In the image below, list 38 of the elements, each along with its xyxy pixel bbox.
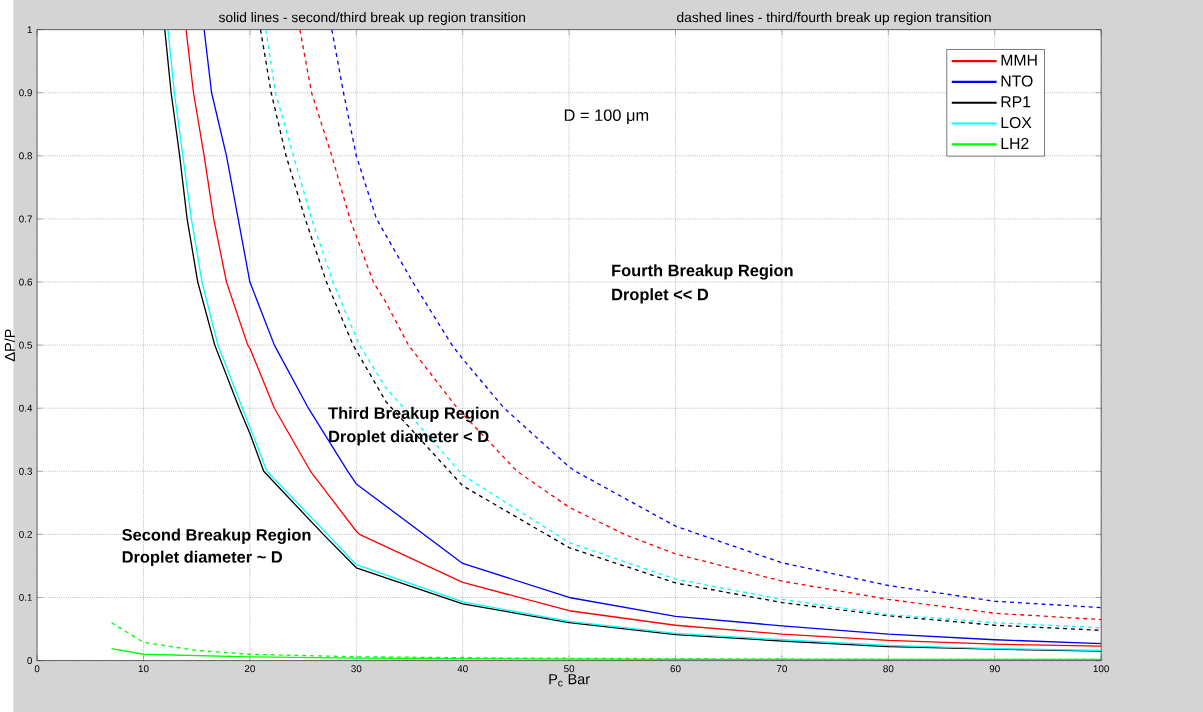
y-tick-label: 0.4 (19, 404, 33, 412)
y-tick-label: 0.8 (19, 152, 33, 160)
y-tick-label: 0.1 (19, 593, 32, 601)
y-tick-label: 1 (27, 26, 32, 34)
x-tick-label: 10 (138, 665, 149, 673)
annotation: Droplet diameter ~ D (122, 550, 282, 567)
legend-label: MMH (1001, 54, 1037, 66)
y-tick-label: 0.3 (19, 467, 33, 475)
chart-subtitle: dashed lines - third/fourth break up region transition (677, 12, 991, 25)
annotation: D = 100 μm (564, 109, 649, 125)
x-tick-label: 100 (1093, 665, 1109, 673)
y-tick-label: 0 (27, 657, 33, 665)
x-tick-label: 60 (670, 665, 681, 673)
y-tick-label: 0.2 (19, 530, 32, 538)
x-tick-label: 80 (883, 665, 894, 673)
legend-label: RP1 (1001, 96, 1031, 108)
y-tick-label: 0.5 (19, 341, 33, 349)
y-tick-label: 0.7 (19, 215, 32, 223)
x-axis-title: P$_{c}$ Bar (549, 674, 590, 687)
y-tick-label: 0.9 (19, 89, 32, 97)
x-tick-label: 0 (34, 665, 40, 673)
x-tick-label: 40 (457, 665, 468, 673)
x-tick-label: 20 (244, 665, 255, 673)
x-tick-label: 70 (776, 665, 788, 673)
x-tick-label: 50 (564, 665, 575, 673)
y-tick-label: 0.6 (19, 278, 33, 286)
legend-label: LH2 (1001, 137, 1029, 149)
legend-label: NTO (1001, 75, 1033, 87)
annotation: Fourth Breakup Region (612, 264, 793, 280)
x-tick-label: 30 (351, 665, 362, 673)
annotation: Droplet << D (612, 288, 709, 304)
annotation: Droplet diameter < D (329, 430, 489, 446)
y-axis-title: ΔP/P (4, 329, 15, 362)
annotation: Third Breakup Region (328, 406, 499, 423)
chart-title: solid lines - second/third break up region transition (218, 12, 526, 25)
annotation: Second Breakup Region (122, 528, 311, 544)
x-tick-label: 90 (989, 665, 1000, 673)
legend-label: LOX (1001, 117, 1032, 129)
